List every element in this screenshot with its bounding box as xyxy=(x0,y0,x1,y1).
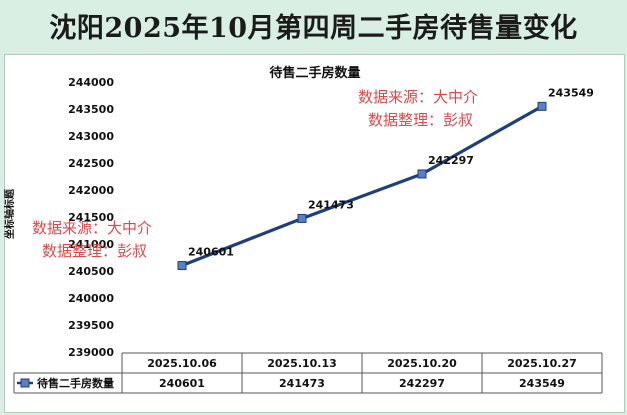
data-point-marker xyxy=(417,169,427,179)
chart-title: 待售二手房数量 xyxy=(268,65,360,81)
data-point-marker xyxy=(537,101,547,111)
y-tick-label: 241500 xyxy=(68,211,114,224)
legend-marker-key xyxy=(20,378,30,388)
table-value-cell: 242297 xyxy=(399,377,445,390)
table-header-cell: 2025.10.06 xyxy=(147,357,217,370)
series-line-group xyxy=(177,101,547,271)
series-line xyxy=(181,104,543,268)
table-header-cell: 2025.10.13 xyxy=(267,357,337,370)
data-label: 242297 xyxy=(428,154,474,167)
y-tick-label: 242000 xyxy=(68,184,114,197)
y-tick-label: 239000 xyxy=(68,346,114,359)
y-tick-label: 239500 xyxy=(68,319,114,332)
table-value-cell: 243549 xyxy=(519,377,565,390)
watermark-author: 数据整理：彭叔 xyxy=(42,242,147,260)
y-axis-title: 坐标轴标题 xyxy=(3,188,16,239)
y-tick-label: 243500 xyxy=(68,103,114,116)
table-header-cell: 2025.10.20 xyxy=(387,357,457,370)
data-point-marker xyxy=(177,261,187,271)
data-table: 2025.10.06 2025.10.13 2025.10.20 2025.10.27… xyxy=(13,352,603,394)
data-labels: 240601 241473 242297 243549 xyxy=(188,86,594,258)
y-tick-label: 242500 xyxy=(68,157,114,170)
y-axis-ticks: 239000 239500 240000 240500 241000 241500 2420… xyxy=(68,76,114,359)
watermark-author: 数据整理：彭叔 xyxy=(368,111,473,129)
y-tick-label: 240000 xyxy=(68,292,114,305)
data-label: 241473 xyxy=(308,198,354,211)
y-tick-label: 240500 xyxy=(68,265,114,278)
data-label: 240601 xyxy=(188,246,234,259)
watermark-source: 数据来源：大中介 xyxy=(358,88,478,106)
table-header-cell: 2025.10.27 xyxy=(507,357,577,370)
table-value-cell: 241473 xyxy=(279,377,325,390)
data-point-marker xyxy=(297,213,307,223)
y-tick-label: 244000 xyxy=(68,76,114,89)
watermark-source: 数据来源：大中介 xyxy=(32,219,152,237)
table-value-cell: 240601 xyxy=(159,377,205,390)
data-label: 243549 xyxy=(548,86,594,99)
legend-label: 待售二手房数量 xyxy=(36,376,114,390)
header-band: 沈阳2025年10月第四周二手房待售量变化 xyxy=(0,0,627,54)
y-tick-label: 241000 xyxy=(68,238,114,251)
page-title: 沈阳2025年10月第四周二手房待售量变化 xyxy=(49,13,578,44)
y-tick-label: 243000 xyxy=(68,130,114,143)
